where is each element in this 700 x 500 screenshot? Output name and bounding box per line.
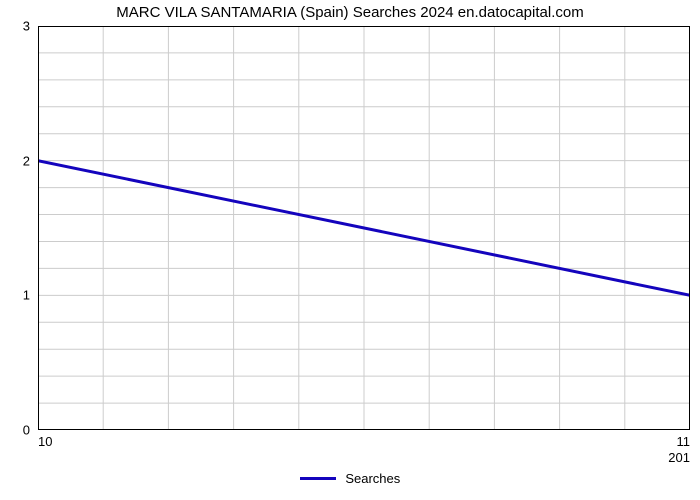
x-year-label: 201 [668,450,690,465]
chart-svg [38,26,690,430]
y-tick-label: 3 [0,19,30,34]
x-tick-label: 10 [38,434,52,449]
legend-label: Searches [345,471,400,486]
legend-swatch [300,477,336,480]
x-tick-label: 11 [677,434,691,449]
y-tick-label: 1 [0,288,30,303]
y-tick-label: 2 [0,153,30,168]
chart-container: MARC VILA SANTAMARIA (Spain) Searches 20… [0,0,700,500]
legend: Searches [0,470,700,486]
chart-title: MARC VILA SANTAMARIA (Spain) Searches 20… [0,4,700,21]
y-tick-label: 0 [0,423,30,438]
plot-area [38,26,690,430]
